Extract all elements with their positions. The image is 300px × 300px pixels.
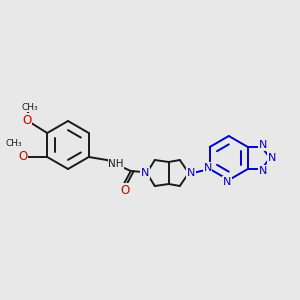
Text: O: O [22,113,32,127]
Text: N: N [259,140,267,150]
Text: N: N [141,168,149,178]
Text: N: N [259,166,267,176]
Text: N: N [187,168,195,178]
Text: NH: NH [108,159,124,169]
Text: CH₃: CH₃ [22,103,38,112]
Text: O: O [19,149,28,163]
Text: CH₃: CH₃ [6,140,22,148]
Text: N: N [268,153,276,163]
Text: N: N [203,163,212,173]
Text: O: O [120,184,129,196]
Text: N: N [223,177,231,187]
